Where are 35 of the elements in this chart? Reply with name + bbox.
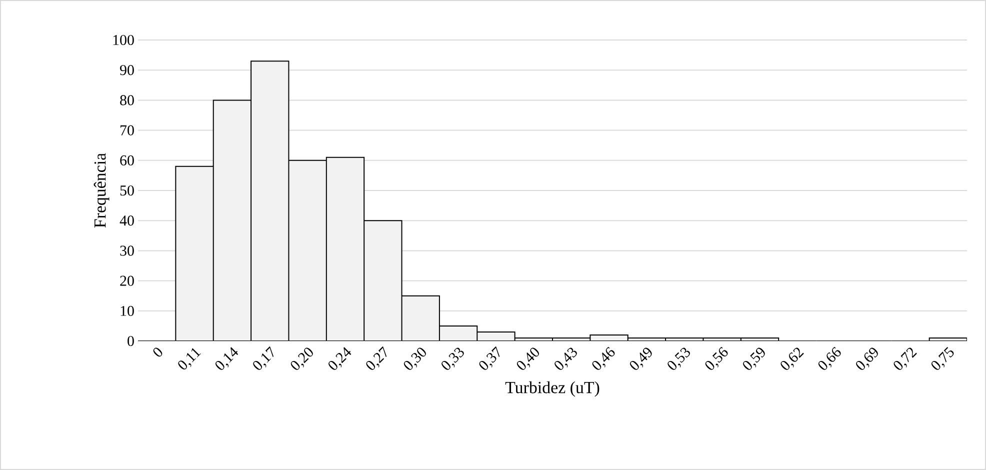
y-tick-label: 60 xyxy=(120,155,134,166)
x-tick-label: 0,69 xyxy=(856,348,878,370)
y-tick-label: 0 xyxy=(128,336,134,346)
y-tick-label: 100 xyxy=(113,34,134,46)
x-tick-label: 0,27 xyxy=(366,346,387,370)
x-tick-label: 0 xyxy=(153,348,162,357)
x-tick-label: 0,14 xyxy=(216,347,238,370)
x-tick-label: 0,72 xyxy=(894,348,917,370)
x-tick-label: 0,30 xyxy=(404,348,426,370)
x-tick-label: 0,43 xyxy=(554,348,577,370)
x-tick-label: 0,37 xyxy=(479,346,500,370)
y-tick-label: 70 xyxy=(120,125,134,136)
y-tick-label: 80 xyxy=(120,95,134,106)
y-tick-label: 90 xyxy=(120,65,134,76)
x-tick-label: 0,75 xyxy=(931,347,954,370)
y-tick-label: 10 xyxy=(120,306,134,316)
y-tick-label: 40 xyxy=(120,216,134,226)
y-tick-label: 50 xyxy=(120,185,134,196)
x-tick-label: 0,66 xyxy=(818,346,841,370)
y-axis-title: Frequência xyxy=(94,153,110,228)
x-tick-label: 0,49 xyxy=(630,348,652,370)
x-tick-label: 0,56 xyxy=(705,346,728,370)
y-tick-label: 20 xyxy=(120,276,134,286)
x-tick-label: 0,17 xyxy=(253,346,274,370)
x-axis-title: Turbidez (uT) xyxy=(505,381,600,397)
x-tick-label: 0,20 xyxy=(290,348,313,370)
x-tick-label: 0,11 xyxy=(178,348,201,370)
x-tick-label: 0,24 xyxy=(328,347,352,370)
x-tick-label: 0,46 xyxy=(592,346,615,370)
y-tick-label: 30 xyxy=(120,246,134,256)
x-tick-label: 0,62 xyxy=(780,348,804,370)
x-tick-label: 0,33 xyxy=(442,348,464,370)
x-tick-label: 0,59 xyxy=(743,348,765,370)
x-tick-label: 0,53 xyxy=(668,348,690,370)
x-tick-label: 0,40 xyxy=(516,348,539,370)
